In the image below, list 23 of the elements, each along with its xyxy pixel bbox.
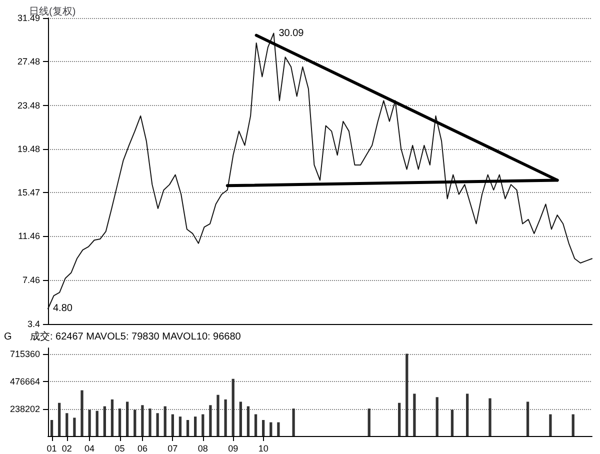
x-tick-label: 10 [258, 444, 268, 454]
x-tick-label: 08 [198, 444, 208, 454]
y-tick-label: 715360 [10, 349, 40, 360]
y-tick-label: 19.48 [17, 144, 40, 154]
data-label: 4.80 [53, 303, 73, 314]
x-tick-label: 01 [46, 444, 57, 454]
x-tick-label: 05 [114, 444, 125, 454]
x-tick-label: 06 [137, 444, 148, 454]
data-label: 30.09 [278, 28, 304, 39]
y-tick-label: 15.47 [17, 188, 40, 198]
y-tick-label: 476664 [10, 376, 40, 387]
y-tick-label: 7.46 [22, 274, 40, 285]
text: G [4, 332, 12, 342]
x-tick-label: 02 [62, 444, 72, 454]
y-tick-label: 23.48 [17, 100, 40, 110]
y-tick-label: 11.46 [18, 231, 40, 242]
y-tick-label: 27.48 [17, 56, 40, 67]
y-tick-label: 3.4 [27, 319, 40, 329]
x-tick-label: 04 [84, 444, 95, 454]
x-tick-label: 09 [228, 444, 238, 454]
text: 成交: 62467 MAVOL5: 79830 MAVOL10: 96680 [30, 330, 242, 342]
x-tick-label: 07 [168, 444, 178, 454]
y-tick-label: 238202 [10, 404, 40, 414]
